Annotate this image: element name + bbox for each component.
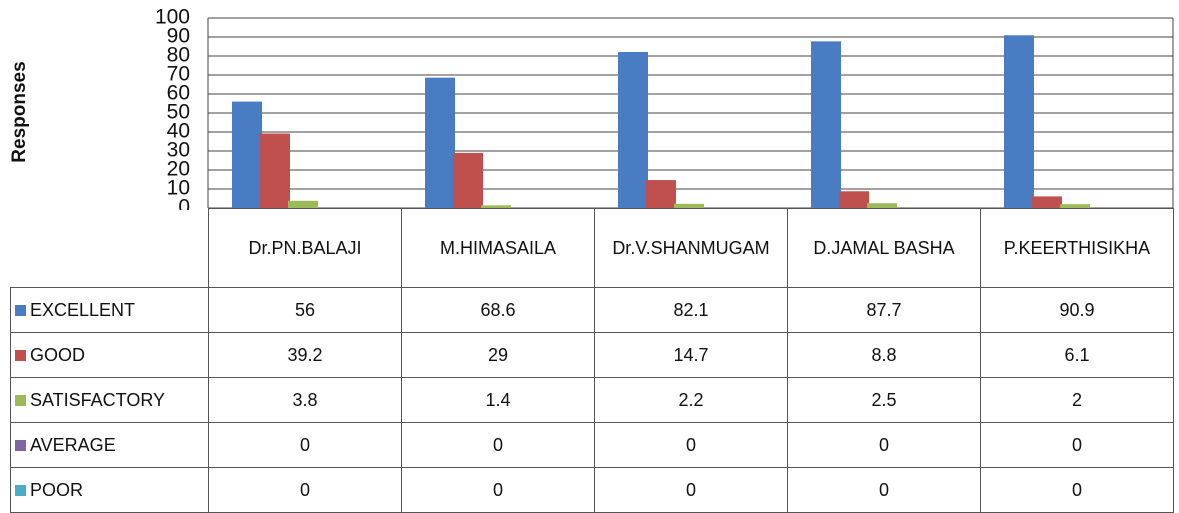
value-cell: 1.4 [401,377,595,423]
bar [481,205,511,208]
legend-label: AVERAGE [30,434,116,455]
value-cell: 90.9 [980,287,1174,333]
value-cell: 3.8 [208,377,402,423]
legend-entry: AVERAGE [10,422,209,468]
legend-swatch [15,349,26,361]
legend-entry: SATISFACTORY [10,377,209,423]
value-cell: 2.2 [594,377,788,423]
value-cell: 0 [980,467,1174,513]
legend-entry: GOOD [10,332,209,378]
value-cell: 0 [787,467,981,513]
value-cell: 0 [594,422,788,468]
y-tick-label: 30 [167,139,190,162]
value-cell: 39.2 [208,332,402,378]
bar [232,101,262,208]
legend-entry: POOR [10,467,209,513]
bar [425,77,455,208]
data-table: Dr.PN.BALAJI M.HIMASAILA Dr.V.SHANMUGAM D.J… [10,208,1174,513]
value-cell: 68.6 [401,287,595,333]
legend-label: SATISFACTORY [30,389,166,410]
value-cell: 0 [401,467,595,513]
value-cell: 2 [980,377,1174,423]
legend-swatch [15,394,26,406]
value-cell: 0 [980,422,1174,468]
y-tick-label: 100 [155,6,190,29]
legend-label: POOR [30,479,84,500]
category-label: D.JAMAL BASHA [787,208,981,288]
y-tick-label: 0 [178,196,190,210]
legend-entry: EXCELLENT [10,287,209,333]
bar [867,203,897,208]
value-cell: 8.8 [787,332,981,378]
bar [618,52,648,209]
legend-swatch [15,484,26,496]
bar [1060,204,1090,208]
bar [288,200,318,208]
y-tick-label: 20 [167,158,190,181]
value-cell: 6.1 [980,332,1174,378]
value-cell: 2.5 [787,377,981,423]
legend-swatch [15,304,26,316]
category-label: Dr.PN.BALAJI [208,208,402,288]
y-tick-label: 70 [167,63,190,86]
bar [839,191,869,208]
bar [260,133,290,208]
series-row: EXCELLENT 56 68.6 82.1 87.7 90.9 [10,287,1174,333]
bar [674,203,704,208]
category-label: M.HIMASAILA [401,208,595,288]
series-row: GOOD 39.2 29 14.7 8.8 6.1 [10,332,1174,378]
blank-cell [10,208,209,288]
value-cell: 0 [208,422,402,468]
bar [453,152,483,208]
legend-swatch [15,439,26,451]
category-label: P.KEERTHISIKHA [980,208,1174,288]
value-cell: 0 [208,467,402,513]
value-cell: 29 [401,332,595,378]
series-row: POOR 0 0 0 0 0 [10,467,1174,513]
legend-label: EXCELLENT [30,299,136,320]
header-row: Dr.PN.BALAJI M.HIMASAILA Dr.V.SHANMUGAM D.J… [10,208,1174,288]
value-cell: 0 [401,422,595,468]
y-tick-label: 10 [167,177,190,200]
bar [1032,196,1062,208]
value-cell: 14.7 [594,332,788,378]
y-tick-label: 80 [167,44,190,67]
value-cell: 0 [594,467,788,513]
value-cell: 87.7 [787,287,981,333]
series-row: AVERAGE 0 0 0 0 0 [10,422,1174,468]
y-tick-label: 50 [167,101,190,124]
series-row: SATISFACTORY 3.8 1.4 2.2 2.5 2 [10,377,1174,423]
value-cell: 82.1 [594,287,788,333]
y-tick-label: 40 [167,120,190,143]
value-cell: 0 [787,422,981,468]
category-label: Dr.V.SHANMUGAM [594,208,788,288]
y-tick-label: 90 [167,25,190,48]
y-axis-title: Responses [9,61,30,162]
bar [646,180,676,208]
value-cell: 56 [208,287,402,333]
legend-label: GOOD [30,344,86,365]
y-tick-label: 60 [167,82,190,105]
bar [811,41,841,209]
bar [1004,35,1034,208]
